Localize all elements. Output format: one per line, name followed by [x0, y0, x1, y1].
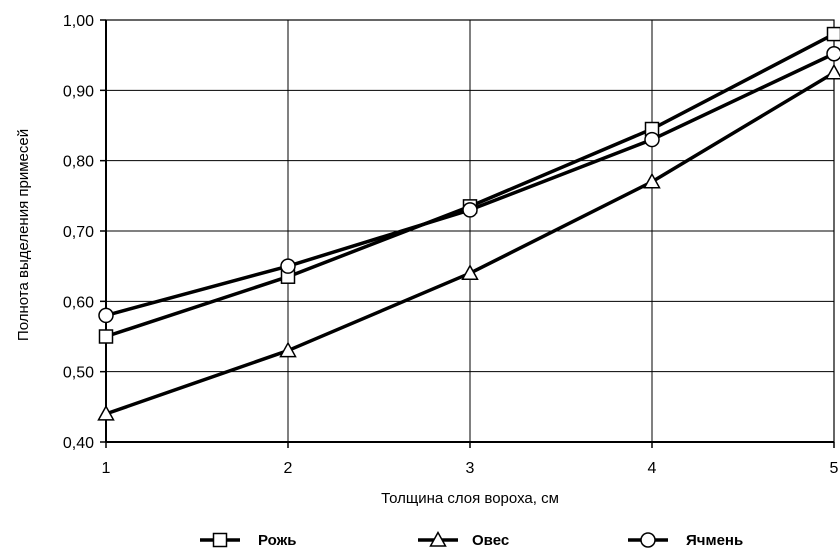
legend-label: Рожь — [258, 532, 296, 549]
data-point-triangle — [461, 264, 479, 280]
data-point-square — [98, 329, 114, 344]
legend: Рожь Овес Ячмень — [200, 530, 743, 549]
grid-lines — [105, 19, 835, 443]
legend-label: Овес — [472, 532, 509, 549]
legend-marker-square — [212, 532, 228, 548]
y-tick-label: 0,80 — [63, 154, 94, 171]
x-tick-label: 3 — [466, 460, 475, 477]
x-tick-label: 2 — [284, 460, 293, 477]
data-point-triangle — [825, 63, 840, 80]
y-tick-label: 0,40 — [63, 435, 94, 452]
data-point-circle — [462, 202, 478, 218]
data-point-square — [826, 26, 840, 42]
legend-item: Овес — [418, 530, 509, 549]
x-axis-ticks: 1 2 3 4 5 — [102, 442, 839, 477]
y-tick-label: 0,60 — [63, 294, 94, 311]
y-axis-label: Полнота выделения примесей — [15, 129, 32, 341]
series-layer — [97, 26, 840, 421]
data-point-triangle — [643, 172, 661, 189]
x-tick-label: 1 — [102, 460, 111, 477]
y-tick-label: 1,00 — [63, 13, 94, 30]
y-tick-label: 0,70 — [63, 224, 94, 241]
legend-marker-triangle — [429, 530, 447, 547]
data-point-circle — [826, 46, 840, 62]
x-tick-label: 4 — [648, 460, 657, 477]
data-point-circle — [98, 307, 114, 324]
x-tick-label: 5 — [830, 460, 839, 477]
series-circle — [98, 46, 840, 324]
x-axis-label: Толщина слоя вороха, см — [381, 490, 559, 507]
legend-item: Ячмень — [628, 532, 743, 549]
series-triangle — [97, 63, 840, 421]
legend-item: Рожь — [200, 532, 296, 549]
legend-label: Ячмень — [686, 532, 743, 549]
y-axis-ticks: 0,40 0,50 0,60 0,70 0,80 0,90 1,00 — [63, 13, 106, 452]
y-tick-label: 0,50 — [63, 365, 94, 382]
legend-marker-circle — [640, 532, 656, 548]
y-tick-label: 0,90 — [63, 83, 94, 100]
data-point-triangle — [97, 404, 115, 421]
data-point-circle — [280, 258, 296, 274]
data-point-triangle — [279, 341, 297, 358]
data-point-circle — [644, 131, 660, 148]
